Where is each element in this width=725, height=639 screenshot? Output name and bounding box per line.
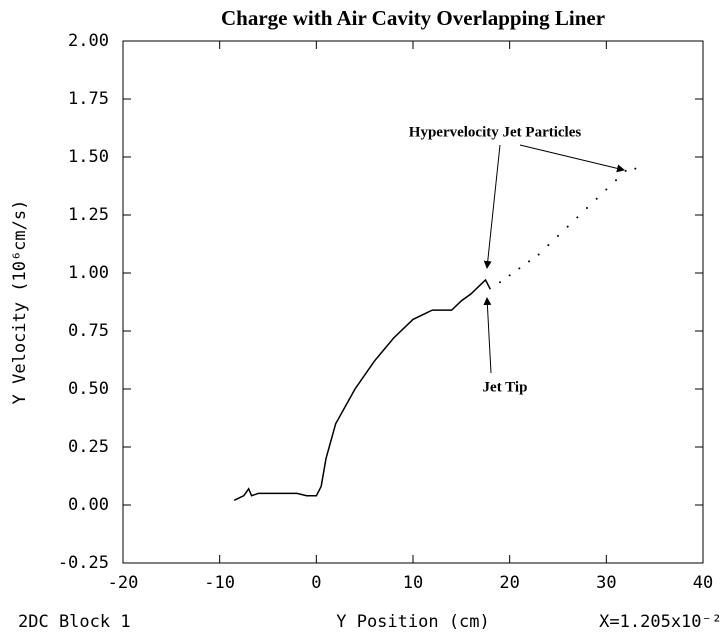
- x-tick-label: 30: [596, 573, 616, 593]
- y-tick-label: 1.50: [68, 147, 109, 167]
- arrow: [483, 297, 492, 374]
- particle: [547, 244, 550, 247]
- arrow: [519, 144, 625, 173]
- particle: [576, 216, 579, 219]
- x-tick-label: 20: [499, 573, 519, 593]
- y-tick-label: 0.50: [68, 379, 109, 399]
- particle: [537, 253, 540, 256]
- particle: [508, 274, 511, 277]
- footer-left: 2DC Block 1: [18, 612, 131, 632]
- particle: [615, 179, 617, 182]
- annotation: Hypervelocity Jet Particles: [409, 124, 582, 140]
- particle: [518, 267, 521, 270]
- particle: [634, 167, 637, 170]
- annotation: Jet Tip: [483, 379, 528, 395]
- particle: [586, 207, 588, 210]
- footer-right: X=1.205x10⁻²: [599, 612, 722, 632]
- y-tick-label: -0.25: [58, 553, 109, 573]
- x-tick-label: 40: [693, 573, 713, 593]
- particle: [595, 197, 598, 200]
- x-tick-label: -10: [204, 573, 235, 593]
- y-tick-label: 1.75: [68, 89, 109, 109]
- curve: [233, 278, 491, 502]
- y-tick-label: 0.00: [68, 495, 109, 515]
- particle: [528, 260, 530, 263]
- y-tick-label: 1.00: [68, 263, 109, 283]
- y-tick-label: 0.75: [68, 321, 109, 341]
- particle: [557, 234, 559, 237]
- particle: [624, 169, 627, 172]
- plot-frame: [122, 40, 704, 564]
- chart-title: Charge with Air Cavity Overlapping Liner: [221, 6, 605, 30]
- x-tick-label: -20: [108, 573, 139, 593]
- y-tick-label: 2.00: [68, 31, 109, 51]
- y-tick-label: 1.25: [68, 205, 109, 225]
- y-axis-label: Y Velocity (10⁶cm/s): [10, 200, 30, 405]
- particle: [605, 188, 608, 191]
- x-tick-label: 10: [403, 573, 423, 593]
- y-tick-label: 0.25: [68, 437, 109, 457]
- particle: [566, 225, 569, 228]
- x-axis-label: Y Position (cm): [336, 612, 490, 632]
- arrow: [483, 144, 501, 269]
- particle: [499, 281, 501, 284]
- x-tick-label: 0: [311, 573, 321, 593]
